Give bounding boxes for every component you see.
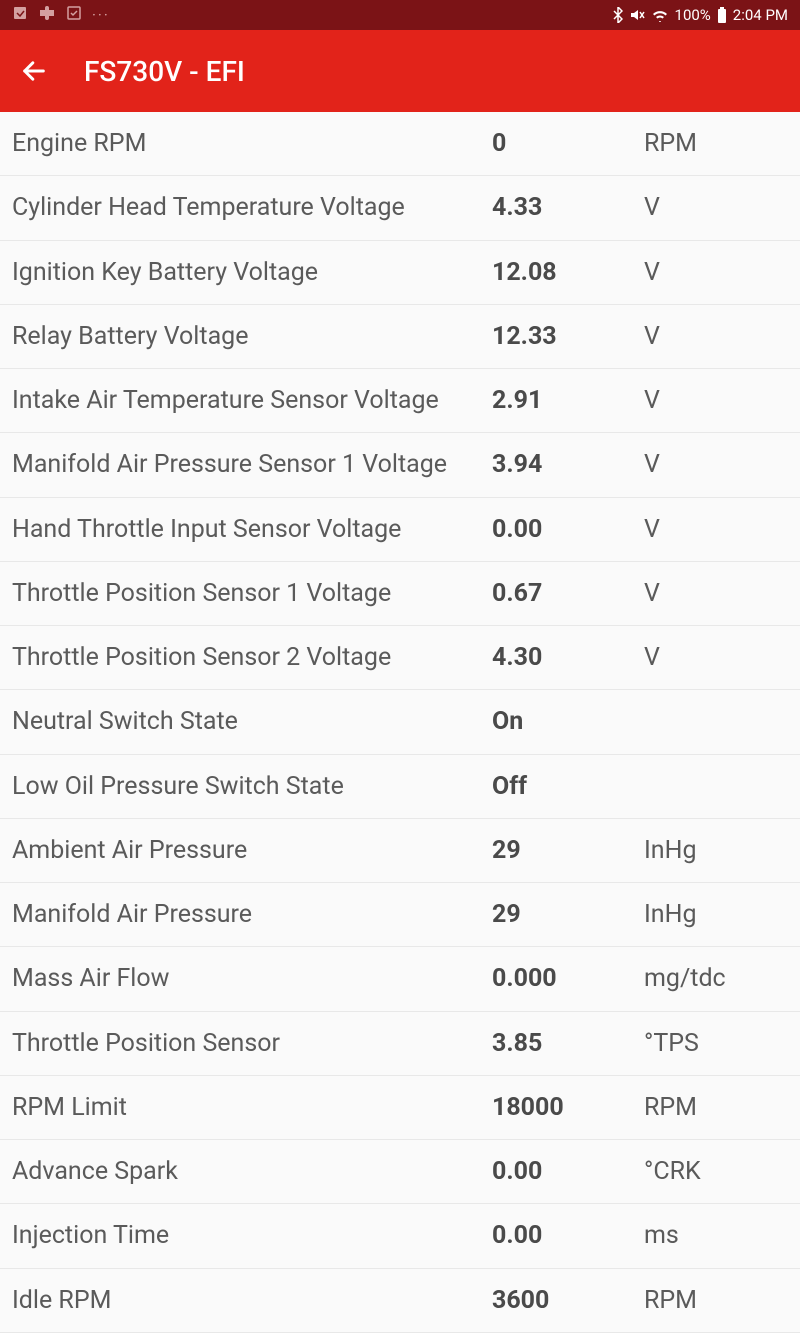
reading-label: Injection Time xyxy=(12,1220,492,1251)
app-header: FS730V - EFI xyxy=(0,30,800,112)
reading-unit: InHg xyxy=(644,900,788,929)
reading-label: Relay Battery Voltage xyxy=(12,321,492,352)
reading-row[interactable]: Advance Spark0.00°CRK xyxy=(0,1140,800,1204)
reading-value: 0.00 xyxy=(492,1157,644,1186)
puzzle-icon xyxy=(38,6,56,24)
reading-unit: °TPS xyxy=(644,1029,788,1058)
reading-label: Low Oil Pressure Switch State xyxy=(12,771,492,802)
back-button[interactable] xyxy=(20,57,48,85)
reading-unit: RPM xyxy=(644,129,788,158)
reading-value: 12.08 xyxy=(492,258,644,287)
reading-row[interactable]: Throttle Position Sensor 1 Voltage0.67V xyxy=(0,562,800,626)
reading-label: Ignition Key Battery Voltage xyxy=(12,257,492,288)
reading-unit: InHg xyxy=(644,836,788,865)
reading-row[interactable]: Low Oil Pressure Switch StateOff xyxy=(0,755,800,819)
reading-unit: V xyxy=(644,193,788,222)
reading-row[interactable]: Throttle Position Sensor3.85°TPS xyxy=(0,1012,800,1076)
reading-value: 3600 xyxy=(492,1286,644,1315)
reading-unit: °CRK xyxy=(644,1157,788,1186)
reading-unit: V xyxy=(644,322,788,351)
reading-unit: V xyxy=(644,515,788,544)
reading-label: Throttle Position Sensor 1 Voltage xyxy=(12,578,492,609)
check-icon xyxy=(66,5,82,25)
reading-value: 2.91 xyxy=(492,386,644,415)
reading-unit: V xyxy=(644,579,788,608)
reading-row[interactable]: Manifold Air Pressure Sensor 1 Voltage3.… xyxy=(0,433,800,497)
reading-row[interactable]: Ambient Air Pressure29InHg xyxy=(0,819,800,883)
reading-value: 3.94 xyxy=(492,450,644,479)
reading-label: Idle RPM xyxy=(12,1285,492,1316)
reading-row[interactable]: Injection Time0.00ms xyxy=(0,1204,800,1268)
reading-unit: RPM xyxy=(644,1286,788,1315)
status-left-icons: ··· xyxy=(12,5,110,25)
reading-unit: mg/tdc xyxy=(644,964,788,993)
reading-value: 0 xyxy=(492,129,644,158)
reading-label: Cylinder Head Temperature Voltage xyxy=(12,192,492,223)
reading-row[interactable]: Neutral Switch StateOn xyxy=(0,690,800,754)
notification-icon xyxy=(12,5,28,25)
reading-unit: ms xyxy=(644,1221,788,1250)
reading-label: Throttle Position Sensor 2 Voltage xyxy=(12,642,492,673)
reading-row[interactable]: Mass Air Flow0.000mg/tdc xyxy=(0,947,800,1011)
reading-row[interactable]: Relay Battery Voltage12.33V xyxy=(0,305,800,369)
reading-label: Manifold Air Pressure Sensor 1 Voltage xyxy=(12,449,492,480)
battery-percent: 100% xyxy=(675,6,711,24)
reading-label: Neutral Switch State xyxy=(12,706,492,737)
page-title: FS730V - EFI xyxy=(84,55,245,88)
reading-value: 0.00 xyxy=(492,1221,644,1250)
reading-row[interactable]: Ignition Key Battery Voltage12.08V xyxy=(0,241,800,305)
reading-value: Off xyxy=(492,772,644,801)
reading-row[interactable]: RPM Limit18000RPM xyxy=(0,1076,800,1140)
mute-icon xyxy=(629,7,645,23)
reading-unit: V xyxy=(644,643,788,672)
reading-row[interactable]: Hand Throttle Input Sensor Voltage0.00V xyxy=(0,498,800,562)
reading-label: Hand Throttle Input Sensor Voltage xyxy=(12,514,492,545)
reading-value: 3.85 xyxy=(492,1029,644,1058)
reading-value: 4.30 xyxy=(492,643,644,672)
reading-label: Throttle Position Sensor xyxy=(12,1028,492,1059)
time-display: 2:04 PM xyxy=(733,6,788,24)
reading-value: 12.33 xyxy=(492,322,644,351)
reading-label: Mass Air Flow xyxy=(12,963,492,994)
reading-value: 4.33 xyxy=(492,193,644,222)
reading-row[interactable]: Engine RPM0RPM xyxy=(0,112,800,176)
reading-row[interactable]: Throttle Position Sensor 2 Voltage4.30V xyxy=(0,626,800,690)
reading-value: 29 xyxy=(492,836,644,865)
reading-label: RPM Limit xyxy=(12,1092,492,1123)
readings-list: Engine RPM0RPMCylinder Head Temperature … xyxy=(0,112,800,1333)
reading-label: Manifold Air Pressure xyxy=(12,899,492,930)
reading-label: Advance Spark xyxy=(12,1156,492,1187)
reading-unit: V xyxy=(644,258,788,287)
reading-unit: V xyxy=(644,386,788,415)
reading-row[interactable]: Manifold Air Pressure29InHg xyxy=(0,883,800,947)
wifi-icon xyxy=(651,8,669,22)
reading-label: Ambient Air Pressure xyxy=(12,835,492,866)
reading-value: 18000 xyxy=(492,1093,644,1122)
reading-label: Intake Air Temperature Sensor Voltage xyxy=(12,385,492,416)
battery-icon xyxy=(717,7,727,23)
reading-value: 29 xyxy=(492,900,644,929)
reading-unit: RPM xyxy=(644,1093,788,1122)
reading-row[interactable]: Cylinder Head Temperature Voltage4.33V xyxy=(0,176,800,240)
reading-unit: V xyxy=(644,450,788,479)
reading-value: 0.67 xyxy=(492,579,644,608)
reading-value: 0.000 xyxy=(492,964,644,993)
reading-row[interactable]: Intake Air Temperature Sensor Voltage2.9… xyxy=(0,369,800,433)
reading-label: Engine RPM xyxy=(12,128,492,159)
status-right-icons: 100% 2:04 PM xyxy=(613,6,788,24)
bluetooth-icon xyxy=(613,7,623,23)
reading-value: 0.00 xyxy=(492,515,644,544)
reading-row[interactable]: Idle RPM3600RPM xyxy=(0,1269,800,1333)
more-icon: ··· xyxy=(92,6,110,24)
reading-value: On xyxy=(492,707,644,736)
status-bar: ··· 100% 2:04 PM xyxy=(0,0,800,30)
